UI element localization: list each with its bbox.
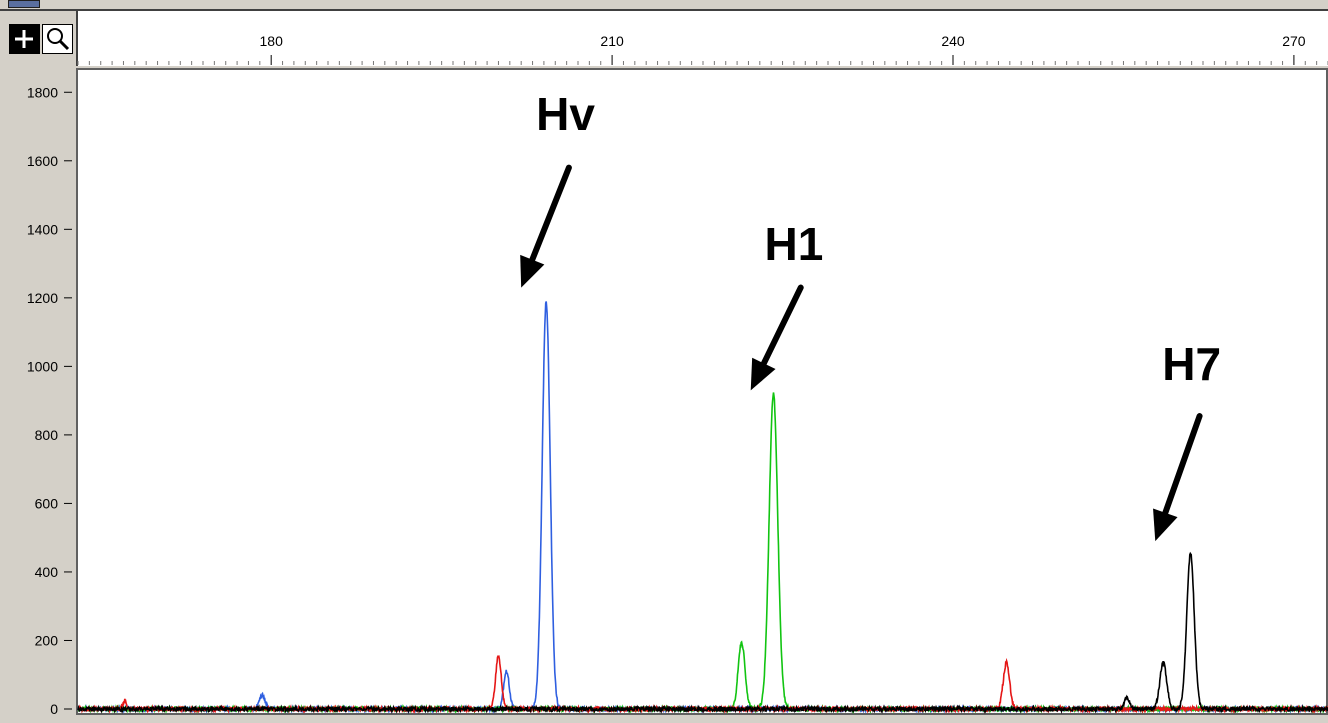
y-tick-label-800: 800 [35,427,59,443]
arrow-head-1 [750,357,776,391]
annotation-label-2: H7 [1162,338,1221,390]
annotations: Hv H1 H7 [520,88,1221,542]
x-tick-label-180: 180 [260,33,284,49]
y-tick-label-0: 0 [50,701,58,717]
plot-area [76,68,1328,715]
arrow-head-0 [520,254,545,288]
trace-lines [77,301,1328,715]
y-tick-label-1200: 1200 [27,290,58,306]
arrow-shaft-0 [529,164,572,263]
magnifier-icon-glyph [47,28,70,51]
arrow-shaft-1 [760,284,804,367]
magnifier-icon[interactable] [42,24,73,54]
y-tick-label-400: 400 [35,564,59,580]
y-axis-panel [0,66,76,723]
annotation-label-1: H1 [765,218,824,270]
plus-icon[interactable] [9,24,40,54]
trace-3 [77,551,1328,715]
plus-icon-glyph [15,30,33,48]
y-tick-label-1400: 1400 [27,221,58,237]
y-tick-label-600: 600 [35,495,59,511]
x-tick-label-210: 210 [600,33,624,49]
x-tick-label-270: 270 [1282,33,1306,49]
window-icon [8,0,40,8]
x-tick-label-240: 240 [941,33,965,49]
annotation-label-0: Hv [536,88,595,140]
y-tick-label-1800: 1800 [27,84,58,100]
window-top-bar [0,0,1328,11]
y-tick-label-1600: 1600 [27,153,58,169]
y-tick-label-200: 200 [35,632,59,648]
y-tick-label-1000: 1000 [27,358,58,374]
arrow-head-2 [1153,508,1178,542]
arrow-shaft-2 [1162,413,1203,516]
zoom-toolbar [9,24,75,54]
y-axis-ticks: 0 200 400 600 800 1000 1200 1400 1600 1800 [27,84,72,717]
x-axis-ticks: 180 210 240 270 [77,33,1328,65]
trace-0 [77,301,1328,715]
x-axis-ruler [76,11,1328,66]
trace-1 [77,392,1328,715]
